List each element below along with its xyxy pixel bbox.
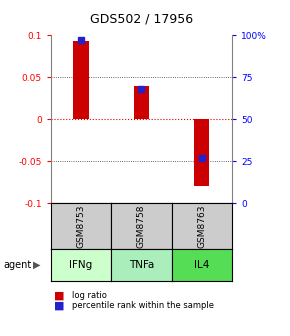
Text: ■: ■ [54, 291, 64, 301]
Bar [134, 86, 149, 119]
Text: ■: ■ [54, 301, 64, 311]
Text: log ratio: log ratio [72, 291, 107, 300]
Bar [73, 41, 88, 119]
Text: IL4: IL4 [194, 260, 209, 269]
Text: GSM8758: GSM8758 [137, 204, 146, 248]
Text: GSM8763: GSM8763 [197, 204, 206, 248]
Text: TNFa: TNFa [129, 260, 154, 269]
Text: percentile rank within the sample: percentile rank within the sample [72, 301, 215, 310]
Text: IFNg: IFNg [69, 260, 93, 269]
Text: GSM8753: GSM8753 [77, 204, 86, 248]
Text: ▶: ▶ [33, 260, 41, 269]
Text: GDS502 / 17956: GDS502 / 17956 [90, 12, 193, 25]
Text: agent: agent [3, 260, 31, 269]
Bar [194, 119, 209, 186]
